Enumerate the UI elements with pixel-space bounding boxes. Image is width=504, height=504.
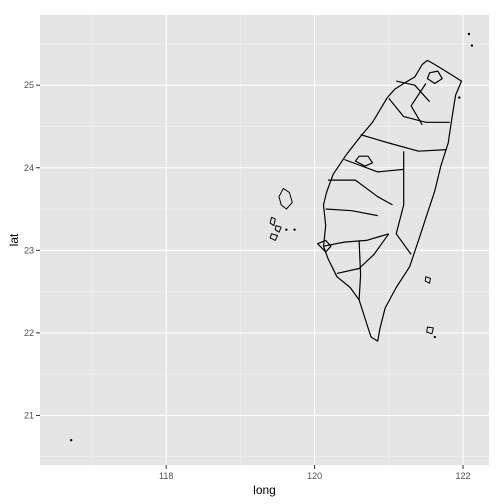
y-tick-label: 24: [24, 163, 34, 173]
county-boundary: [360, 134, 447, 152]
y-tick-label: 22: [24, 328, 34, 338]
county-boundary: [344, 158, 404, 173]
county-boundary: [396, 80, 431, 103]
major-gridlines: [40, 15, 489, 465]
islet-point: [69, 439, 73, 442]
county-boundary: [336, 233, 390, 274]
island-outline: [278, 187, 293, 210]
island-outline: [274, 225, 282, 233]
county-boundary: [395, 151, 412, 255]
y-tick-label: 21: [24, 410, 34, 420]
county-boundary: [328, 179, 393, 206]
y-axis-ticks: 21 22 23 24 25: [24, 80, 40, 420]
x-axis-title: long: [253, 483, 276, 497]
inner-region-outline: [317, 239, 332, 253]
minor-gridlines: [40, 15, 489, 465]
county-boundary: [325, 208, 378, 217]
county-boundary: [388, 98, 450, 123]
county-boundary: [358, 240, 362, 300]
y-axis-title: lat: [7, 233, 21, 246]
islet-point: [458, 96, 461, 99]
y-tick-label: 25: [24, 80, 34, 90]
islet-point: [467, 32, 471, 36]
county-boundary: [410, 83, 427, 126]
x-tick-label: 118: [159, 471, 173, 481]
map-shapes: [69, 32, 474, 442]
county-boundary: [323, 233, 389, 247]
inner-region-outline: [354, 155, 374, 167]
islet-point: [433, 335, 437, 339]
island-outline: [269, 216, 276, 227]
islet-point: [285, 228, 288, 231]
x-tick-label: 122: [456, 471, 471, 481]
island-outline: [269, 233, 278, 241]
y-tick-label: 23: [24, 245, 34, 255]
panel-background: [40, 15, 489, 465]
x-axis-ticks: 118 120 122: [159, 465, 471, 481]
x-tick-label: 120: [307, 471, 322, 481]
island-outline: [424, 276, 431, 284]
inner-region-outline: [426, 70, 443, 85]
island-outline: [426, 326, 434, 335]
islet-point: [470, 44, 474, 47]
islet-point: [293, 228, 296, 231]
